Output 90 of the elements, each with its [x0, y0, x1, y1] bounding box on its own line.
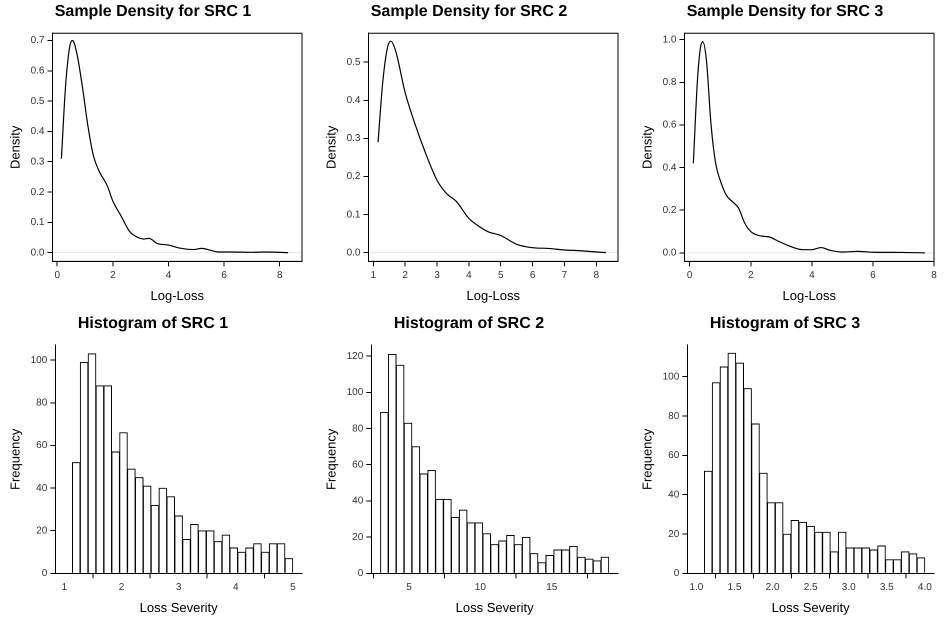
- x-tick-label: 4.0: [918, 582, 932, 594]
- x-tick-label: 8: [931, 270, 938, 282]
- x-tick-label: 5: [406, 582, 412, 594]
- x-tick-label: 5: [290, 582, 296, 594]
- y-tick-label: 0: [358, 568, 364, 580]
- y-tick-label: 0.5: [30, 96, 45, 107]
- y-axis-title: Frequency: [323, 428, 338, 490]
- y-tick-label: 60: [668, 450, 680, 462]
- x-axis-title: Loss Severity: [140, 600, 218, 615]
- x-tick-label: 3: [176, 582, 182, 594]
- y-axis-title: Density: [7, 125, 22, 169]
- y-tick-label: 80: [668, 410, 680, 422]
- y-tick-label: 40: [36, 482, 48, 494]
- chart-title: Histogram of SRC 1: [78, 315, 228, 332]
- chart-title: Histogram of SRC 2: [394, 315, 544, 332]
- y-tick-label: 40: [352, 496, 364, 507]
- y-tick-label: 0.7: [30, 35, 45, 46]
- x-tick-label: 2.0: [766, 582, 780, 594]
- y-tick-label: 100: [30, 354, 48, 366]
- x-tick-label: 6: [530, 270, 536, 282]
- x-axis-title: Loss Severity: [456, 600, 534, 615]
- chart-title: Sample Density for SRC 3: [686, 3, 884, 20]
- y-tick-label: 0.1: [346, 209, 361, 220]
- x-tick-label: 2: [402, 270, 408, 282]
- y-tick-label: 0.6: [30, 66, 45, 77]
- x-tick-label: 6: [870, 270, 876, 282]
- x-axis-title: Log-Loss: [466, 288, 520, 303]
- y-tick-label: 120: [346, 350, 364, 362]
- x-tick-label: 0: [686, 270, 693, 282]
- y-tick-label: 20: [668, 528, 680, 540]
- x-tick-label: 4: [232, 582, 239, 594]
- x-tick-label: 1: [370, 270, 376, 282]
- y-tick-label: 1.0: [662, 34, 677, 46]
- x-tick-label: 6: [221, 270, 228, 282]
- y-tick-label: 100: [662, 371, 680, 382]
- x-tick-label: 2: [118, 582, 125, 594]
- y-tick-label: 80: [36, 398, 48, 409]
- y-tick-label: 20: [36, 525, 48, 536]
- x-tick-label: 2: [110, 270, 116, 282]
- x-axis-title: Log-Loss: [150, 288, 204, 303]
- x-tick-label: 8: [276, 270, 283, 282]
- y-tick-label: 0.1: [30, 217, 45, 228]
- chart-title: Sample Density for SRC 1: [54, 3, 252, 20]
- y-tick-label: 0.3: [30, 156, 45, 168]
- y-tick-label: 80: [352, 423, 364, 434]
- y-tick-label: 0.3: [346, 133, 361, 144]
- y-axis-title: Frequency: [639, 428, 654, 490]
- y-tick-label: 0.4: [30, 126, 45, 138]
- x-tick-label: 4: [466, 270, 472, 282]
- x-tick-label: 3: [434, 270, 440, 282]
- y-tick-label: 0.2: [30, 186, 45, 198]
- y-tick-label: 40: [668, 489, 680, 500]
- y-tick-label: 0.6: [662, 120, 677, 131]
- y-axis-title: Density: [639, 125, 654, 169]
- x-tick-label: 0: [54, 270, 60, 282]
- y-tick-label: 0.2: [662, 204, 677, 216]
- chart-title: Sample Density for SRC 2: [370, 3, 568, 20]
- y-tick-label: 0.0: [30, 247, 45, 258]
- x-tick-label: 3.0: [842, 582, 856, 594]
- y-tick-label: 0.4: [662, 162, 677, 174]
- y-axis-title: Frequency: [7, 428, 22, 490]
- x-tick-label: 1.0: [689, 582, 704, 594]
- y-axis-title: Density: [323, 125, 338, 169]
- x-tick-label: 7: [562, 270, 568, 282]
- x-tick-label: 1.5: [728, 582, 742, 594]
- chart-title: Histogram of SRC 3: [710, 315, 860, 332]
- y-tick-label: 0.0: [346, 247, 361, 258]
- y-tick-label: 0.4: [346, 95, 361, 106]
- x-tick-label: 5: [498, 270, 504, 282]
- x-tick-label: 2.5: [804, 582, 818, 594]
- y-tick-label: 0.5: [346, 56, 361, 68]
- y-tick-label: 60: [36, 440, 48, 452]
- x-tick-label: 8: [594, 270, 600, 282]
- y-tick-label: 0: [674, 568, 680, 580]
- x-tick-label: 4: [809, 270, 816, 282]
- x-tick-label: 4: [166, 270, 172, 282]
- y-tick-label: 0.2: [346, 171, 361, 182]
- x-tick-label: 1: [62, 582, 68, 594]
- x-tick-label: 2: [748, 270, 754, 282]
- x-axis-title: Log-Loss: [782, 288, 836, 303]
- y-tick-label: 0: [42, 568, 48, 580]
- y-tick-label: 100: [346, 387, 364, 398]
- y-tick-label: 0.0: [662, 248, 677, 259]
- x-tick-label: 15: [546, 582, 558, 594]
- x-axis-title: Loss Severity: [772, 600, 850, 615]
- x-tick-label: 10: [474, 582, 486, 594]
- y-tick-label: 60: [352, 459, 364, 470]
- x-tick-label: 3.5: [880, 582, 894, 594]
- y-tick-label: 0.8: [662, 77, 677, 88]
- y-tick-label: 20: [352, 532, 364, 543]
